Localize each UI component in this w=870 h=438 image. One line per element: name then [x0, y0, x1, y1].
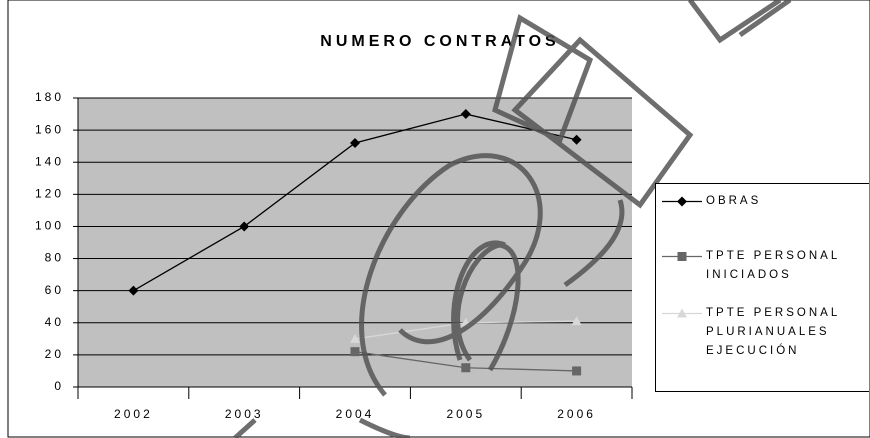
watermark-stroke: [451, 240, 506, 361]
legend-swatch: [662, 196, 702, 207]
legend-entry: TPTE PERSONAL INICIADOS: [662, 247, 866, 285]
y-tick-label: 80: [45, 251, 64, 265]
watermark-stroke: [511, 36, 694, 209]
legend-marker: [677, 196, 687, 207]
marker: [571, 134, 582, 145]
x-tick-label: 2003: [225, 407, 264, 421]
legend: OBRAS TPTE PERSONAL INICIADOS TPTE PERSONA…: [655, 183, 869, 392]
y-tick-label: 160: [35, 122, 64, 136]
y-tick-label: 0: [54, 379, 64, 393]
legend-label: OBRAS: [706, 195, 762, 207]
watermark-stroke: [359, 153, 543, 397]
y-tick-label: 180: [35, 90, 64, 104]
marker: [572, 366, 582, 376]
legend-swatch: [662, 252, 702, 261]
watermark-stroke: [358, 417, 411, 438]
marker: [460, 109, 471, 120]
x-tick-label: 2006: [557, 407, 596, 421]
watermark-stroke: [563, 199, 625, 288]
watermark: [233, 0, 792, 438]
watermark-stroke: [688, 0, 782, 44]
y-tick-label: 40: [45, 315, 64, 329]
marker: [571, 316, 582, 326]
y-tick-label: 100: [35, 219, 64, 233]
marker: [239, 221, 250, 232]
watermark-stroke: [738, 0, 792, 38]
marker: [350, 137, 360, 148]
legend-entry: OBRAS: [662, 192, 866, 211]
marker: [350, 333, 360, 343]
chart-title: NUMERO CONTRATOS: [320, 33, 559, 50]
y-tick-label: 60: [45, 283, 64, 297]
legend-marker: [677, 252, 687, 261]
x-tick-label: 2002: [114, 407, 153, 421]
marker: [461, 363, 471, 373]
x-tick-label: 2004: [336, 407, 375, 421]
marker: [350, 347, 360, 357]
legend-label: TPTE PERSONAL PLURIANUALES EJECUCIÓN: [706, 307, 840, 357]
marker: [128, 285, 139, 296]
x-tick-label: 2005: [446, 407, 485, 421]
watermark-stroke: [233, 418, 257, 438]
y-tick-label: 20: [45, 347, 64, 361]
legend-entry: TPTE PERSONAL PLURIANUALES EJECUCIÓN: [662, 304, 866, 361]
y-tick-label: 140: [35, 154, 64, 168]
legend-swatch: [662, 308, 702, 318]
y-tick-label: 120: [35, 187, 64, 201]
chart-frame: [7, 0, 870, 438]
legend-marker: [677, 308, 687, 318]
marks: [128, 109, 582, 376]
legend-label: TPTE PERSONAL INICIADOS: [706, 250, 840, 281]
